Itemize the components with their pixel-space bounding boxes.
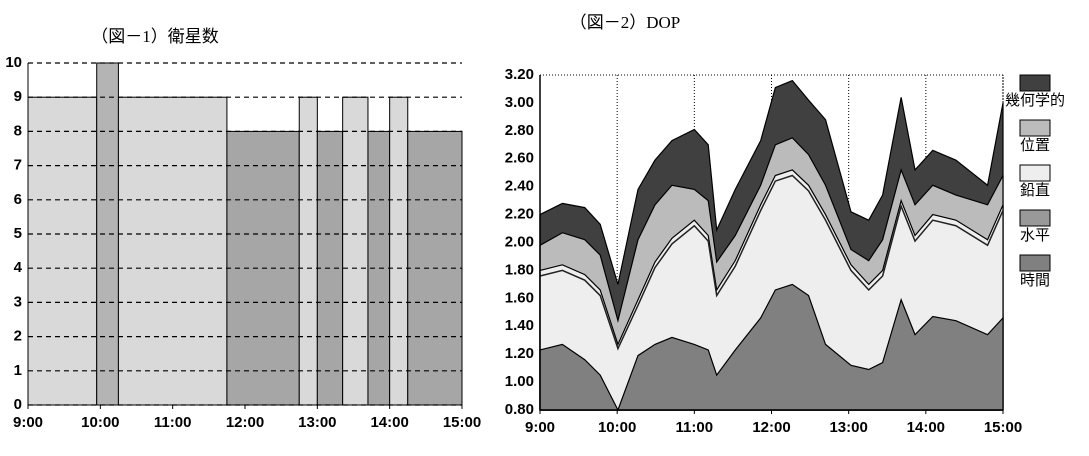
x-tick-label: 9:00	[525, 419, 555, 436]
legend-swatch	[1019, 74, 1051, 92]
y-tick-label: 1.40	[505, 317, 534, 334]
legend-swatch	[1019, 254, 1051, 272]
y-tick-label: 1.80	[505, 261, 534, 278]
y-tick-label: 1.00	[505, 373, 534, 390]
legend-swatch	[1019, 209, 1051, 227]
y-tick-label: 0	[14, 396, 22, 413]
y-tick-label: 9	[14, 88, 22, 105]
y-tick-label: 2.60	[505, 150, 534, 167]
chart-title: （図－2）DOP	[570, 13, 681, 32]
bar	[27, 96, 98, 406]
y-tick-label: 4	[14, 259, 23, 276]
chart-title: （図－1）衛星数	[91, 27, 219, 46]
legend-swatch	[1019, 119, 1051, 137]
y-tick-label: 2.00	[505, 233, 534, 250]
y-tick-label: 1.20	[505, 345, 534, 362]
y-tick-label: 2.20	[505, 206, 534, 223]
y-tick-label: 2.40	[505, 178, 534, 195]
y-tick-label: 8	[14, 122, 22, 139]
legend-label: 鉛直	[1020, 182, 1050, 199]
y-tick-label: 1.60	[505, 289, 534, 306]
y-tick-label: 3.20	[505, 66, 534, 83]
bar	[342, 96, 369, 406]
y-tick-label: 6	[14, 191, 22, 208]
x-tick-label: 10:00	[598, 419, 636, 436]
legend-label: 水平	[1020, 227, 1050, 244]
x-tick-label: 11:00	[676, 419, 714, 436]
x-tick-label: 9:00	[13, 414, 43, 431]
x-tick-label: 13:00	[298, 414, 336, 431]
y-tick-label: 0.80	[505, 401, 534, 418]
area	[539, 283, 1004, 412]
y-tick-label: 7	[14, 157, 22, 174]
legend-label: 位置	[1020, 137, 1050, 154]
bar	[389, 96, 409, 406]
bar	[117, 96, 228, 406]
y-tick-label: 10	[5, 54, 22, 71]
line	[539, 174, 1004, 351]
y-tick-label: 2.80	[505, 122, 534, 139]
y-tick-label: 5	[14, 225, 22, 242]
y-tick-label: 3	[14, 293, 22, 310]
bar	[96, 62, 119, 406]
y-tick-label: 2	[14, 328, 22, 345]
legend-label: 時間	[1020, 272, 1050, 289]
x-tick-label: 12:00	[226, 414, 264, 431]
x-tick-label: 15:00	[984, 419, 1022, 436]
x-tick-label: 14:00	[370, 414, 408, 431]
x-tick-label: 13:00	[829, 419, 867, 436]
x-tick-label: 15:00	[443, 414, 481, 431]
legend-swatch	[1019, 164, 1051, 182]
x-tick-label: 14:00	[907, 419, 945, 436]
legend-label: 幾何学的	[1005, 92, 1065, 109]
x-tick-label: 10:00	[81, 414, 119, 431]
x-tick-label: 11:00	[154, 414, 192, 431]
x-tick-label: 12:00	[752, 419, 790, 436]
y-tick-label: 1	[14, 362, 22, 379]
bar	[298, 96, 318, 406]
y-tick-label: 3.00	[505, 94, 534, 111]
